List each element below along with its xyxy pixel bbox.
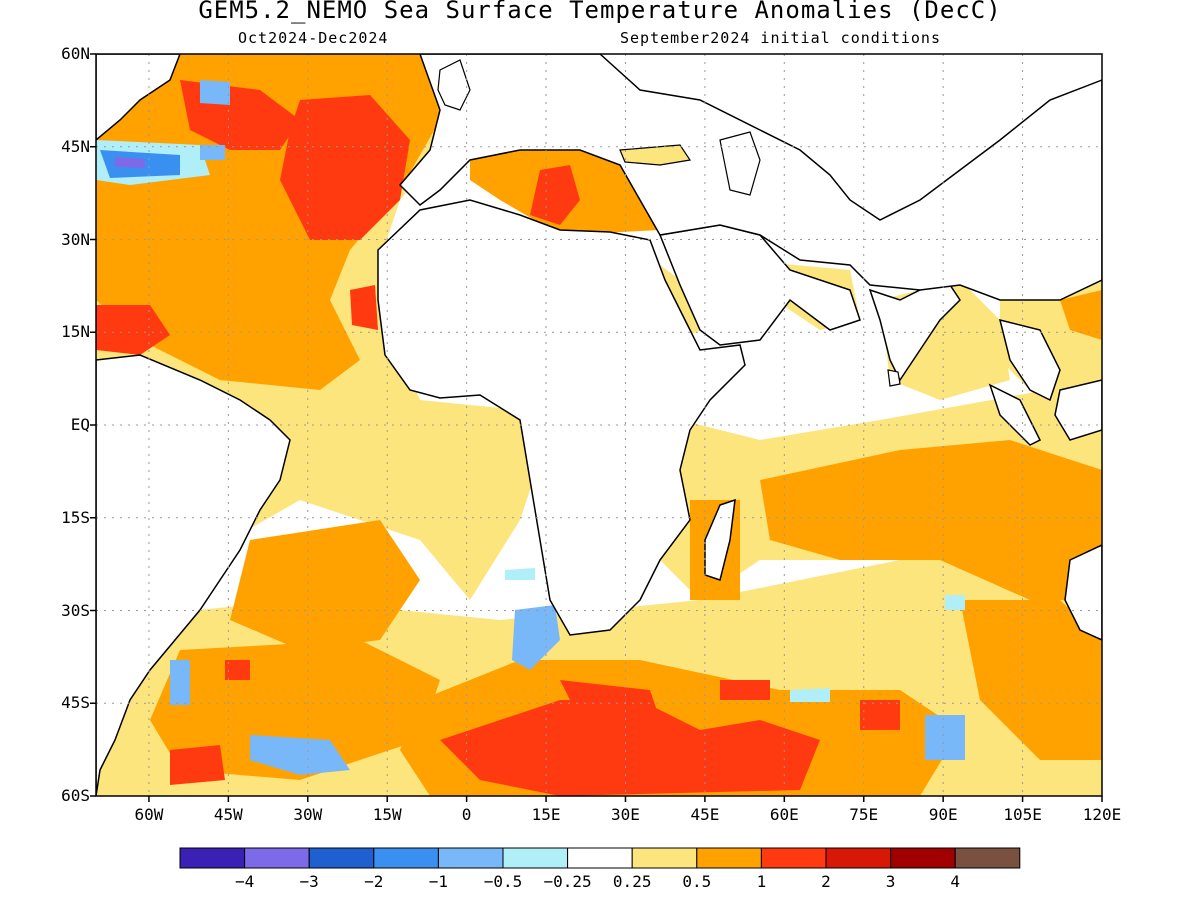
south-america-landmass (96, 354, 291, 796)
colorbar-label: 1 (756, 872, 767, 891)
southeast-asia-landmass (998, 318, 1061, 402)
lat-label: 60S (61, 786, 90, 805)
colorbar-swatch (179, 847, 246, 869)
colorbar-label: 0.5 (682, 872, 712, 891)
anomaly-region (925, 715, 965, 760)
lat-label: 30S (61, 600, 90, 620)
anomaly-region (945, 595, 965, 610)
anomaly-region (170, 660, 190, 705)
lon-label: 75E (849, 805, 879, 824)
borneo (1054, 379, 1102, 441)
axis-ticks (90, 53, 1103, 802)
lon-label: 15W (372, 805, 402, 824)
anomaly-region (150, 640, 440, 780)
caspian-sea (719, 131, 761, 196)
lat-label: 15S (61, 507, 90, 527)
colorbar-label: 0.25 (612, 872, 652, 891)
anomaly-region (280, 95, 410, 240)
lon-label: 15E (531, 805, 561, 824)
north-america-landmass (96, 54, 181, 141)
anomaly-region (960, 600, 1102, 760)
colorbar-swatch (954, 847, 1021, 869)
colorbar-label: 3 (885, 872, 896, 891)
anomaly-region (230, 520, 420, 650)
colorbar-swatch (825, 847, 892, 869)
black-sea (619, 144, 692, 166)
colorbar-swatch (760, 847, 827, 869)
colorbar-label: −2 (364, 872, 384, 891)
anomaly-region (505, 568, 535, 580)
colorbar-swatch (567, 847, 633, 869)
lat-label: 30N (61, 229, 90, 249)
anomaly-region (115, 157, 145, 168)
anomaly-region (790, 688, 830, 702)
colorbar-swatch (890, 847, 956, 869)
anomaly-region (560, 680, 660, 720)
lon-label: 45E (690, 805, 720, 824)
colorbar-swatch (373, 847, 439, 869)
colorbar-label: 4 (950, 872, 960, 891)
sumatra (988, 383, 1042, 446)
coastlines (96, 54, 1102, 796)
lat-label: 60N (61, 44, 90, 63)
lon-label: 45W (213, 805, 243, 824)
anomaly-region (350, 285, 378, 330)
colorbar-label: −0.25 (543, 872, 592, 891)
colorbar-label: −0.5 (483, 872, 523, 891)
australia-landmass (1064, 544, 1102, 641)
lon-label: 105E (1003, 805, 1042, 824)
anomaly-region (530, 165, 580, 225)
lon-label: 0 (461, 805, 472, 824)
anomaly-region (512, 605, 560, 670)
lat-label: EQ (70, 415, 90, 434)
anomaly-region (760, 440, 1102, 600)
lon-label: 60E (769, 805, 799, 824)
india-landmass (868, 284, 961, 382)
lat-label: 45N (61, 136, 90, 156)
lat-label: 15N (61, 322, 90, 342)
madagascar (704, 498, 736, 581)
sri-lanka (887, 369, 901, 387)
colorbar-label: −1 (428, 872, 449, 891)
anomaly-region (200, 80, 230, 105)
anomaly-region (250, 735, 350, 775)
colorbar-label: 2 (821, 872, 831, 891)
lon-label: 60W (134, 805, 164, 824)
anomaly-region (440, 700, 820, 796)
map-title: GEM5.2_NEMO Sea Surface Temperature Anom… (198, 0, 1002, 24)
lon-label: 120E (1082, 805, 1122, 824)
lon-label: 30E (611, 805, 640, 824)
anomaly-region (1060, 290, 1102, 340)
colorbar (179, 847, 1021, 869)
lon-label: 90E (928, 805, 958, 824)
africa-landmass (377, 199, 746, 636)
anomaly-region (860, 700, 900, 730)
colorbar-swatch (244, 847, 310, 869)
anomaly-region (170, 745, 225, 785)
anomaly-region (96, 305, 170, 355)
lat-label: 45S (61, 693, 90, 713)
lon-label: 30W (293, 805, 323, 824)
colorbar-swatch (631, 847, 698, 869)
forecast-period: Oct2024-Dec2024 (238, 29, 389, 47)
anomaly-region (225, 660, 250, 680)
uk-landmass (437, 59, 471, 111)
colorbar-label: −4 (234, 872, 255, 891)
colorbar-swatch (308, 847, 375, 869)
colorbar-swatch (437, 847, 504, 869)
anomaly-region (720, 680, 770, 700)
initial-conditions: September2024 initial conditions (620, 29, 941, 47)
colorbar-swatch (502, 847, 569, 869)
colorbar-label: −3 (299, 872, 319, 891)
anomaly-region (200, 145, 225, 160)
colorbar-swatch (696, 847, 762, 869)
